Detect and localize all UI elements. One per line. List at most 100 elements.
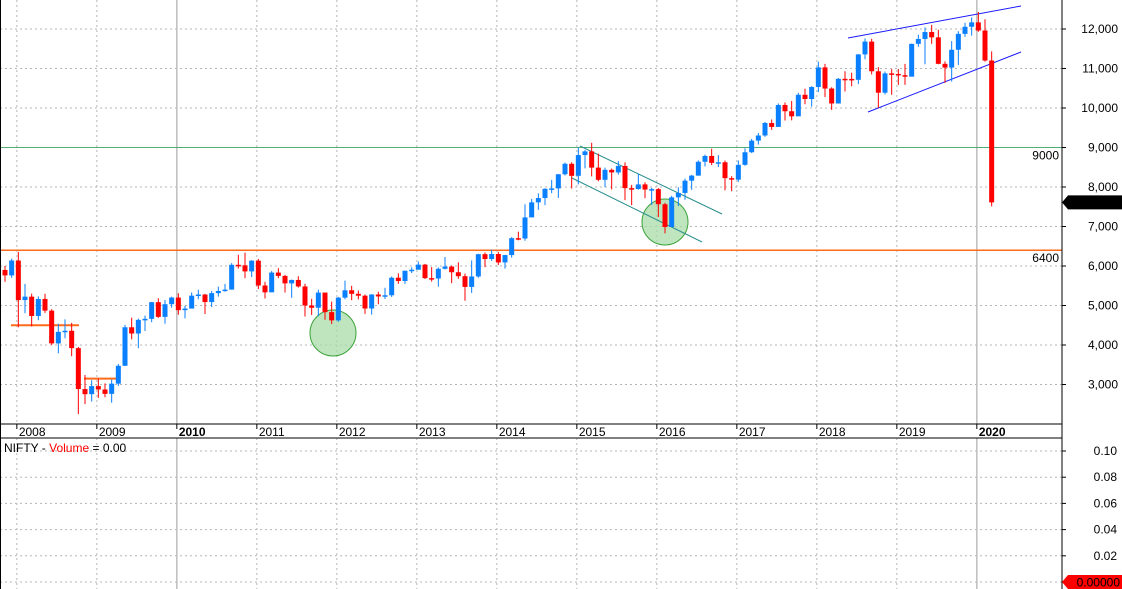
- candle-body-2016-06: [689, 175, 695, 181]
- candle-body-2019-07: [935, 37, 941, 64]
- candle-body-2013-06: [449, 266, 455, 273]
- candle-body-2016-04: [675, 192, 681, 198]
- volume-panel-title: NIFTY - Volume = 0.00: [4, 441, 127, 455]
- candle-body-2013-10: [475, 254, 481, 277]
- candle-body-2017-01: [735, 164, 741, 180]
- candle-body-2010-05: [202, 294, 208, 303]
- price-tick-label: 12,000: [1081, 22, 1118, 36]
- channel-lower-line: [571, 177, 703, 243]
- candle-body-2011-10: [315, 292, 321, 308]
- candle-body-2010-02: [182, 308, 188, 311]
- candle-body-2016-05: [682, 180, 688, 193]
- volume-value: = 0.00: [89, 441, 126, 455]
- candle-body-2018-06: [849, 78, 855, 81]
- price-tick-label: 3,000: [1088, 378, 1118, 392]
- volume-label: Volume: [49, 441, 89, 455]
- year-tick-label: 2017: [739, 425, 766, 439]
- candle-body-2009-05: [122, 327, 128, 366]
- price-tick-label: 10,000: [1081, 101, 1118, 115]
- last-price-badge: [1062, 195, 1122, 210]
- candle-body-2008-05: [42, 298, 48, 311]
- candle-body-2010-10: [235, 264, 241, 267]
- volume-tick-label: 0.04: [1094, 523, 1118, 537]
- candle-body-2018-04: [835, 78, 841, 104]
- candle-body-2011-01: [255, 260, 261, 286]
- candle-body-2014-02: [502, 255, 508, 263]
- candle-body-2017-10: [795, 94, 801, 117]
- candle-body-2007-12: [9, 260, 15, 276]
- candle-body-2018-12: [889, 73, 895, 75]
- candle-body-2009-07: [135, 319, 141, 334]
- candle-body-2009-12: [169, 297, 175, 305]
- candle-body-2015-12: [649, 189, 655, 191]
- candle-body-2008-04: [35, 298, 41, 316]
- candle-body-2009-04: [115, 365, 121, 384]
- candle-body-2008-07: [55, 331, 61, 344]
- candle-body-2016-03: [669, 197, 675, 228]
- channel-upper-line: [579, 145, 723, 215]
- candle-body-2009-06: [129, 327, 135, 334]
- candle-body-2016-12: [729, 178, 735, 180]
- candle-body-2019-10: [955, 33, 961, 50]
- candle-body-2014-01: [495, 253, 501, 263]
- candle-body-2019-06: [929, 32, 935, 38]
- candle-body-2016-07: [695, 161, 701, 176]
- candle-body-2017-03: [749, 140, 755, 153]
- candle-body-2014-11: [562, 163, 568, 175]
- candle-body-2013-12: [489, 253, 495, 260]
- candle-body-2008-12: [89, 386, 95, 395]
- candle-body-2012-08: [382, 295, 388, 297]
- candle-body-2009-03: [109, 383, 115, 394]
- candle-body-2016-08: [702, 155, 708, 162]
- candle-body-2009-02: [102, 389, 108, 394]
- candle-body-2019-01: [895, 73, 901, 76]
- candle-body-2008-09: [69, 330, 75, 349]
- candle-body-2013-04: [435, 268, 441, 279]
- candle-body-2010-03: [189, 295, 195, 309]
- candle-body-2012-12: [409, 269, 415, 272]
- candle-body-2019-09: [949, 49, 955, 68]
- candle-body-2020-02: [982, 30, 988, 61]
- candle-body-2013-11: [482, 254, 488, 260]
- volume-tick-label: 0.06: [1094, 496, 1118, 510]
- candle-body-2013-01: [415, 264, 421, 270]
- volume-separator: -: [38, 441, 49, 455]
- candle-body-2012-03: [349, 290, 355, 294]
- candle-body-2011-06: [289, 279, 295, 284]
- candle-body-2017-11: [802, 94, 808, 100]
- last-volume-badge: [1062, 575, 1122, 589]
- candle-body-2009-09: [149, 302, 155, 319]
- candle-body-2019-11: [962, 26, 968, 34]
- candle-body-2011-11: [322, 292, 328, 313]
- candle-body-2014-09: [549, 188, 555, 190]
- candle-body-2014-10: [555, 174, 561, 189]
- candle-body-2019-02: [902, 75, 908, 77]
- candle-body-2015-10: [635, 184, 641, 190]
- price-tick-label: 4,000: [1088, 338, 1118, 352]
- candle-body-2019-04: [915, 38, 921, 44]
- year-tick-label: 2013: [419, 425, 446, 439]
- volume-symbol: NIFTY: [4, 441, 39, 455]
- candle-body-2012-05: [362, 295, 368, 309]
- price-tick-label: 6,000: [1088, 259, 1118, 273]
- candle-body-2016-09: [709, 155, 715, 163]
- candle-body-2008-06: [49, 310, 55, 344]
- candle-body-2015-03: [589, 151, 595, 168]
- candle-body-2014-04: [515, 238, 521, 240]
- candle-body-2011-09: [309, 305, 315, 308]
- candle-body-2015-02: [582, 151, 588, 156]
- candle-body-2009-10: [155, 302, 161, 317]
- candle-body-2019-03: [909, 43, 915, 77]
- candle-body-2008-11: [82, 389, 88, 395]
- candle-body-2010-11: [242, 265, 248, 272]
- candle-body-2012-07: [375, 294, 381, 297]
- candle-body-2018-01: [815, 67, 821, 88]
- drawing-annotations: [11, 5, 1022, 380]
- candle-body-2017-08: [782, 104, 788, 112]
- candle-body-2012-06: [369, 294, 375, 309]
- candle-body-2011-04: [275, 272, 281, 276]
- candle-body-2015-11: [642, 184, 648, 190]
- price-tick-label: 8,000: [1088, 180, 1118, 194]
